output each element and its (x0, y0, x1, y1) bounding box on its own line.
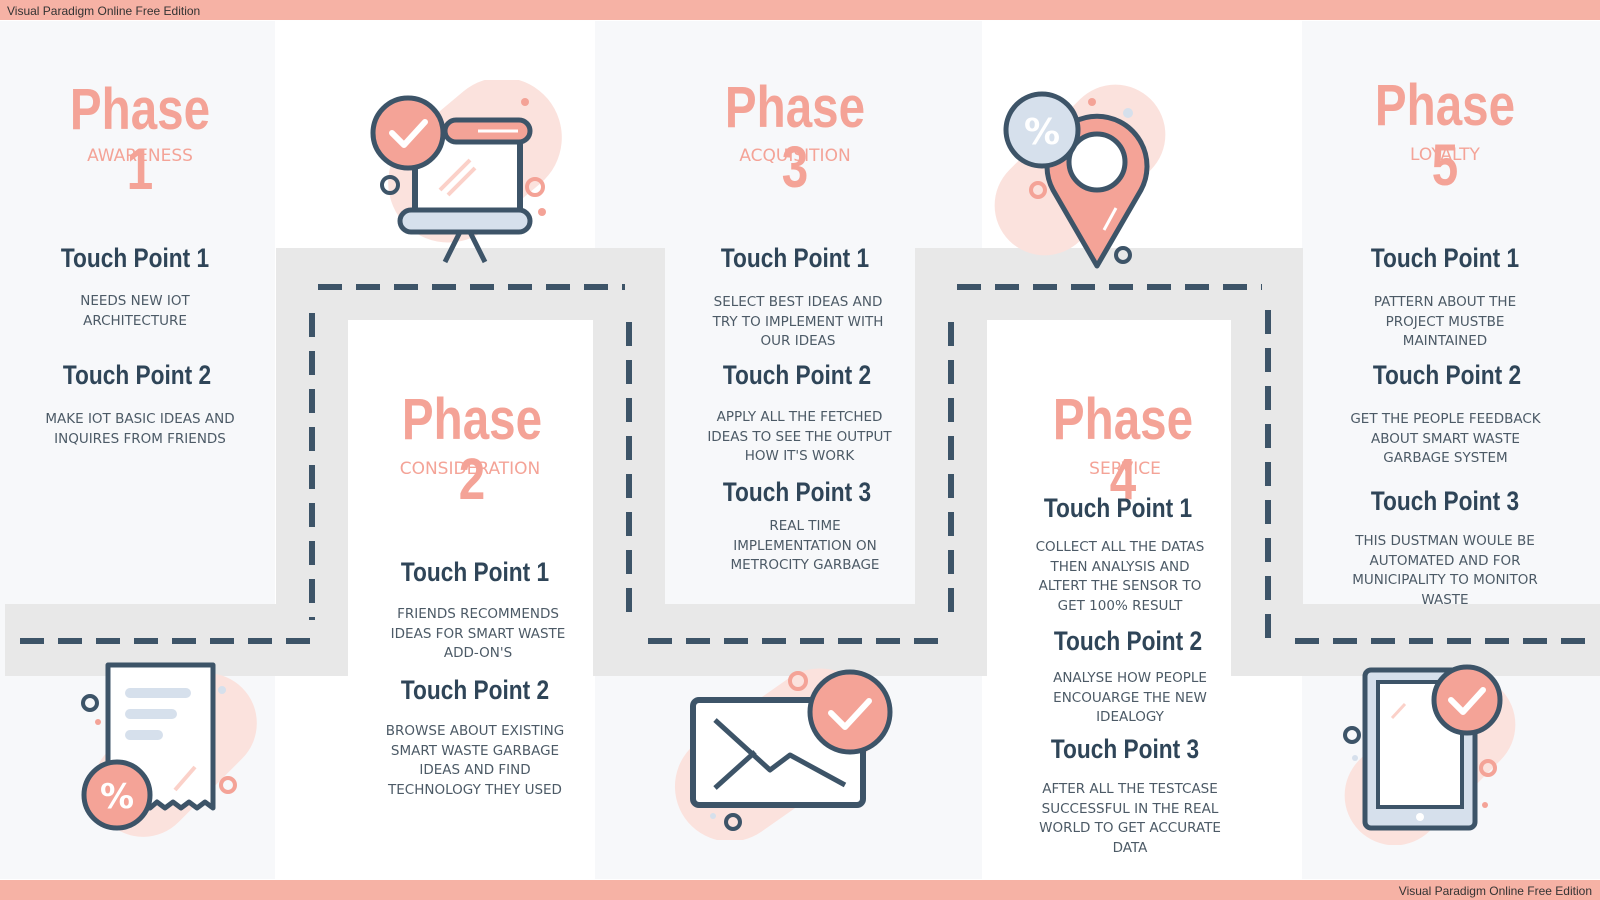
card-phase-2 (348, 320, 593, 604)
phase-2-title: Phase 2 (401, 387, 543, 512)
phase-4-touchpoint-2-title: Touch Point 2 (1053, 626, 1203, 656)
phase-1-touchpoint-1-title: Touch Point 1 (60, 243, 210, 273)
location-pin-percent-icon: % (994, 84, 1166, 269)
svg-text:%: % (100, 777, 134, 817)
phase-3-touchpoint-2-title: Touch Point 2 (722, 360, 872, 390)
phase-5-touchpoint-1-title: Touch Point 1 (1370, 243, 1520, 273)
phase-4-touchpoint-3-title: Touch Point 3 (1050, 734, 1200, 764)
phase-1-touchpoint-2-text: MAKE IOT BASIC IDEAS AND INQUIRES FROM F… (45, 411, 235, 447)
card-phase-3 (665, 248, 915, 604)
phase-5-touchpoint-1-text: PATTERN ABOUT THE PROJECT MUSTBE MAINTAI… (1373, 294, 1517, 349)
phase-2-touchpoint-2-text: BROWSE ABOUT EXISTING SMART WASTE GARBAG… (385, 723, 565, 798)
top-watermark-text: Visual Paradigm Online Free Edition (7, 4, 201, 18)
envelope-check-icon (674, 668, 893, 840)
phase-5-touchpoint-2-title: Touch Point 2 (1372, 360, 1522, 390)
receipt-percent-icon: % (81, 662, 257, 837)
phase-4-touchpoint-2-text: ANALYSE HOW PEOPLE ENCOUARGE THE NEW IDE… (1053, 670, 1207, 725)
phase-2-touchpoint-1-text: FRIENDS RECOMMENDS IDEAS FOR SMART WASTE… (390, 606, 566, 661)
card-phase-4 (987, 320, 1231, 604)
phase-1-touchpoint-1-text: NEEDS NEW IOT ARCHITECTURE (80, 293, 190, 329)
phase-5-touchpoint-3-text: THIS DUSTMAN WOULE BE AUTOMATED AND FOR … (1352, 533, 1538, 608)
phase-5-touchpoint-2-text: GET THE PEOPLE FEEDBACK ABOUT SMART WAST… (1350, 411, 1541, 466)
phase-4-stage: SERVICE (1089, 459, 1161, 479)
phase-3-touchpoint-1-text: SELECT BEST IDEAS AND TRY TO IMPLEMENT W… (712, 294, 884, 349)
phase-1-stage: AWARENESS (87, 146, 193, 166)
tablet-check-icon (1343, 664, 1516, 845)
presentation-board-check-icon (370, 80, 562, 264)
phase-3-title: Phase 3 (724, 75, 866, 200)
phase-3-stage: ACQUISITION (739, 146, 851, 166)
phase-5-stage: LOYALTY (1410, 145, 1480, 165)
phase-3-touchpoint-3-text: REAL TIME IMPLEMENTATION ON METROCITY GA… (730, 518, 880, 573)
phase-2-stage: CONSIDERATION (399, 459, 541, 479)
phase-5-title: Phase 5 (1374, 73, 1516, 198)
phase-3-touchpoint-1-title: Touch Point 1 (720, 243, 870, 273)
card-phase-5 (1303, 248, 1600, 604)
phase-3-touchpoint-3-title: Touch Point 3 (722, 477, 872, 507)
phase-4-title: Phase 4 (1052, 387, 1194, 512)
phase-4-touchpoint-1-text: COLLECT ALL THE DATAS THEN ANALYSIS AND … (1035, 539, 1205, 614)
phase-1-touchpoint-2-title: Touch Point 2 (62, 360, 212, 390)
phase-4-touchpoint-1-title: Touch Point 1 (1043, 493, 1193, 523)
phase-3-touchpoint-2-text: APPLY ALL THE FETCHED IDEAS TO SEE THE O… (707, 409, 892, 464)
top-watermark-bar: Visual Paradigm Online Free Edition (0, 0, 1600, 20)
phase-2-touchpoint-2-title: Touch Point 2 (400, 675, 550, 705)
bottom-watermark-bar: Visual Paradigm Online Free Edition (0, 880, 1600, 900)
phase-5-touchpoint-3-title: Touch Point 3 (1370, 486, 1520, 516)
phase-1-title: Phase 1 (69, 77, 211, 202)
phase-4-touchpoint-3-text: AFTER ALL THE TESTCASE SUCCESSFUL IN THE… (1039, 781, 1221, 856)
bottom-watermark-text: Visual Paradigm Online Free Edition (1398, 884, 1592, 898)
svg-text:%: % (1024, 112, 1060, 153)
phase-2-touchpoint-1-title: Touch Point 1 (400, 557, 550, 587)
